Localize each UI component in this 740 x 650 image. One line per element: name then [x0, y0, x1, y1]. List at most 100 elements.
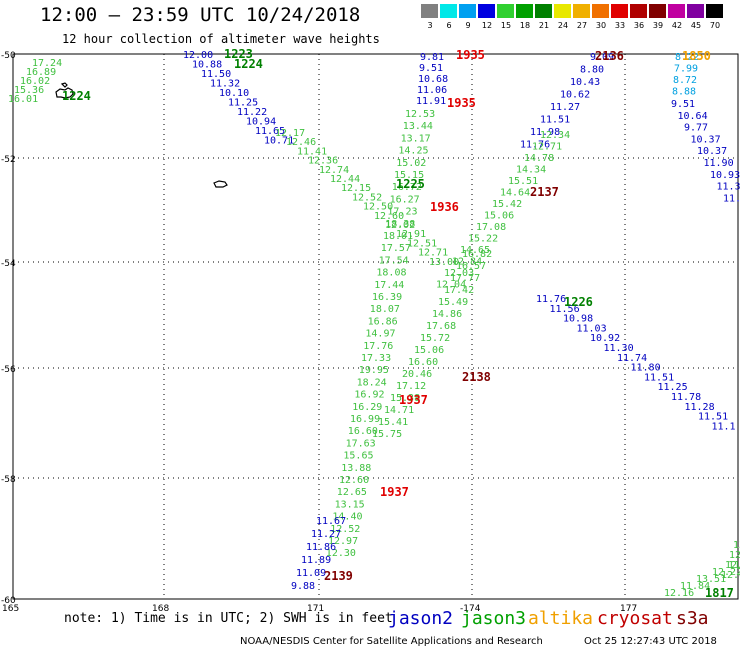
color-scale-label: 36 [633, 21, 645, 30]
color-swatch [573, 4, 591, 18]
wave-height-value: 11.65 [255, 126, 285, 137]
wave-height-value: 15.65 [343, 451, 373, 462]
wave-height-value: 16.99 [350, 414, 380, 425]
pass-time-label: 1817 [705, 586, 734, 600]
wave-height-value: 11.51 [644, 372, 674, 383]
wave-height-value: 13.15 [335, 499, 365, 510]
color-scale-label: 42 [671, 21, 683, 30]
wave-height-value: 12.16 [664, 588, 694, 599]
latitude-label: -56 [1, 365, 16, 375]
wave-height-value: 14.40 [332, 512, 362, 523]
wave-height-value: 12.03 [444, 268, 474, 279]
wave-height-value: 12.36 [725, 560, 740, 571]
color-swatch [440, 4, 458, 18]
wave-height-value: 17.63 [346, 438, 376, 449]
wave-height-value: 11 [728, 560, 740, 571]
wave-height-value: 12.30 [326, 548, 356, 559]
pass-time-label: 1224 [62, 89, 91, 103]
pass-time-label: 2137 [530, 185, 559, 199]
wave-height-value: 12.50 [363, 202, 393, 213]
wave-height-value: 12.53 [405, 109, 435, 120]
color-scale-label: 15 [500, 21, 512, 30]
wave-height-value: 16.39 [372, 292, 402, 303]
map-frame [12, 53, 739, 600]
color-swatch [592, 4, 610, 18]
wave-height-value: 11.91 [416, 96, 446, 107]
longitude-label: 177 [620, 604, 637, 614]
color-swatch [611, 4, 629, 18]
wave-height-value: 13.17 [401, 133, 431, 144]
wave-height-value: 12.65 [337, 487, 367, 498]
wave-height-value: 18.38 [385, 219, 415, 230]
wave-height-value: 13.88 [341, 463, 371, 474]
wave-height-value: 11.22 [237, 107, 267, 118]
wave-height-value: 14.64 [500, 188, 530, 199]
longitude-label: -174 [460, 604, 481, 614]
pass-time-label: 2136 [595, 49, 624, 63]
wave-height-value: 12.17 [275, 128, 305, 139]
latitude-label: -58 [1, 475, 16, 485]
wave-height-value: 8.80 [580, 65, 604, 76]
wave-height-value: 18.08 [376, 268, 406, 279]
pass-time-label: 2139 [324, 569, 353, 583]
pass-time-label: 2138 [462, 370, 491, 384]
wave-height-value: 16.92 [354, 390, 384, 401]
wave-height-value: 11.30 [604, 343, 634, 354]
wave-height-value: 11.25 [228, 98, 258, 109]
wave-height-value: 14.34 [516, 165, 546, 176]
wave-height-value: 11.50 [201, 69, 231, 80]
wave-height-value: 17.24 [32, 58, 62, 69]
wave-height-value: 11.09 [296, 568, 326, 579]
wave-height-value: 14.25 [398, 146, 428, 157]
pass-time-label: 1226 [564, 295, 593, 309]
wave-height-value: 11.89 [301, 555, 331, 566]
wave-height-value: 17.77 [450, 273, 480, 284]
longitude-label: 171 [307, 604, 324, 614]
pass-time-label: 1935 [447, 96, 476, 110]
wave-height-value: 8.22 [675, 52, 699, 63]
color-swatch [649, 4, 667, 18]
wave-height-value: 12.00 [183, 50, 213, 61]
wave-height-value: 16.02 [20, 76, 50, 87]
legend-altika: altika [528, 608, 594, 629]
wave-height-value: 9.51 [671, 99, 695, 110]
wave-height-value: 12.0 [721, 570, 740, 581]
wave-height-value: 8.72 [673, 75, 697, 86]
wave-height-value: 12.34 [540, 130, 570, 141]
wave-height-value: 16.86 [368, 316, 398, 327]
color-scale-label: 3 [427, 21, 433, 30]
wave-height-value: 15.51 [508, 176, 538, 187]
wave-height-value: 16.89 [26, 67, 56, 78]
wave-height-value: 11.76 [520, 140, 550, 151]
color-swatch [478, 4, 496, 18]
color-swatch [668, 4, 686, 18]
wave-height-value: 12.91 [396, 229, 426, 240]
wave-height-value: 13.44 [403, 121, 433, 132]
wave-height-value: 13.00 [429, 257, 459, 268]
wave-height-value: 10.92 [590, 333, 620, 344]
wave-height-value: 12.51 [407, 238, 437, 249]
wave-height-value: 11.90 [704, 158, 734, 169]
color-swatch [554, 4, 572, 18]
wave-height-value: 11.32 [210, 79, 240, 90]
wave-height-value: 17.68 [426, 321, 456, 332]
wave-height-value: 15.42 [492, 199, 522, 210]
wave-height-value: 9.88 [291, 581, 315, 592]
wave-height-value: 16.29 [352, 402, 382, 413]
wave-height-value: 12.74 [319, 165, 349, 176]
latitude-label: -52 [1, 155, 16, 165]
wave-height-value: 12.71 [418, 248, 448, 259]
wave-height-value: 11.56 [550, 304, 580, 315]
color-scale-label: 39 [652, 21, 664, 30]
longitude-label: 168 [152, 604, 169, 614]
footer-note: note: 1) Time is in UTC; 2) SWH is in fe… [64, 611, 393, 626]
wave-height-value: 11.98 [530, 127, 560, 138]
wave-height-value: 12.44 [330, 174, 360, 185]
color-scale-label: 33 [614, 21, 626, 30]
color-scale-label: 24 [557, 21, 569, 30]
legend-jason3: jason3 [461, 608, 527, 629]
color-swatch [421, 4, 439, 18]
wave-height-value: 15.22 [468, 234, 498, 245]
wave-height-value: 11.78 [671, 392, 701, 403]
